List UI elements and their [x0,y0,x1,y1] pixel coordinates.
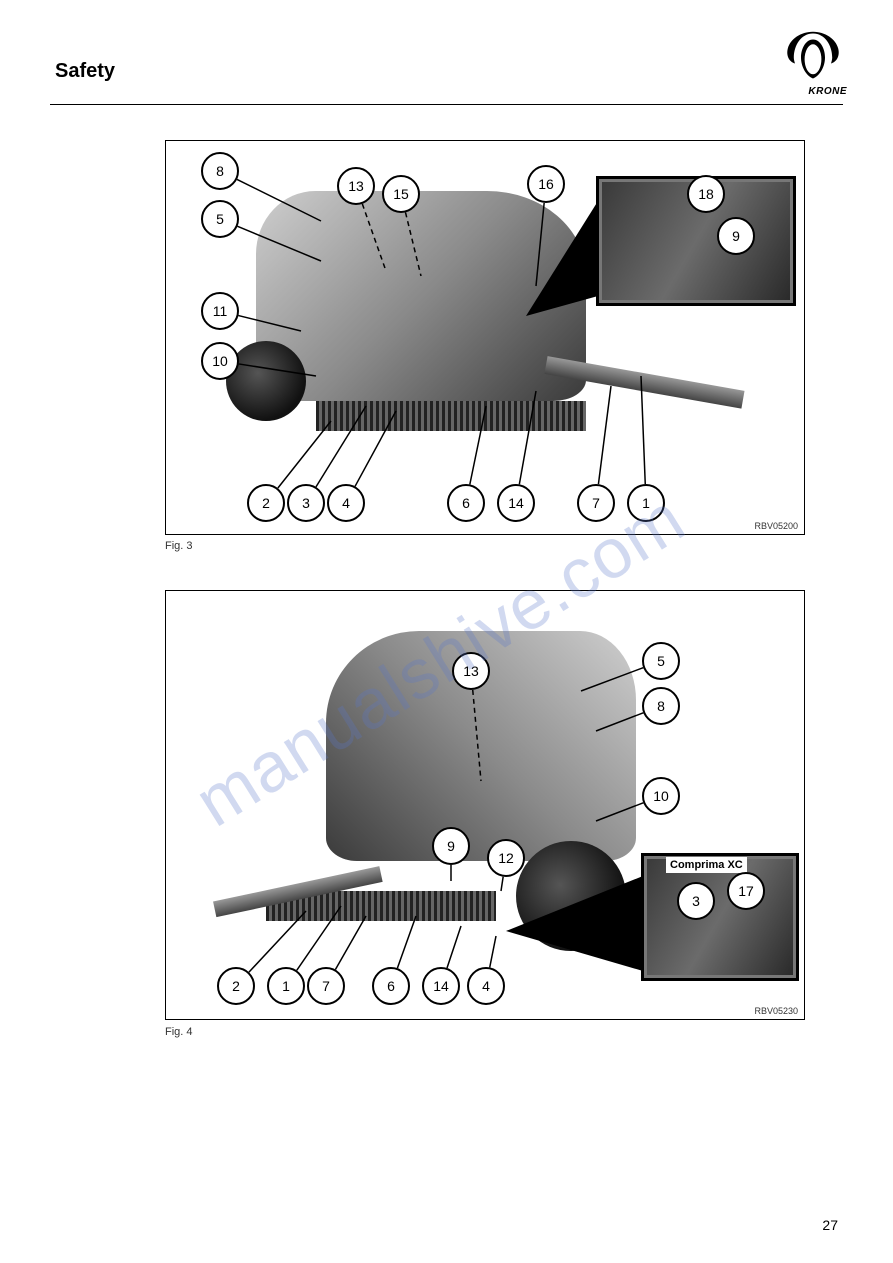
figure-2-caption: Fig. 4 [165,1026,193,1038]
callout-15: 15 [382,175,420,213]
figure-1-image-id: RBV05200 [754,521,798,531]
callout-2: 2 [217,967,255,1005]
callout-13: 13 [452,652,490,690]
wheel [516,841,626,951]
callout-3: 3 [287,484,325,522]
figure-2: Comprima XC 1358109123172176144 RBV05230 [165,590,805,1020]
page-number: 27 [822,1217,838,1233]
callout-5: 5 [642,642,680,680]
callout-4: 4 [467,967,505,1005]
callout-7: 7 [307,967,345,1005]
callout-17: 17 [727,872,765,910]
figure-1: 8 5 11 10 1315 16 18 9 234 6 14 71 RBV05200 [165,140,805,535]
callout-8: 8 [201,152,239,190]
callout-10: 10 [201,342,239,380]
callout-10: 10 [642,777,680,815]
wheel [226,341,306,421]
callout-13: 13 [337,167,375,205]
callout-6: 6 [372,967,410,1005]
figure-2-image-id: RBV05230 [754,1006,798,1016]
callout-18: 18 [687,175,725,213]
callout-14: 14 [422,967,460,1005]
pickup-reel [316,401,586,431]
callout-11: 11 [201,292,239,330]
callout-8: 8 [642,687,680,725]
callout-1: 1 [627,484,665,522]
callout-14: 14 [497,484,535,522]
callout-9: 9 [717,217,755,255]
callout-6: 6 [447,484,485,522]
figure-1-caption: Fig. 3 [165,540,193,552]
figure-2-inset-label: Comprima XC [666,857,747,873]
callout-16: 16 [527,165,565,203]
header-rule [50,104,843,105]
callout-3: 3 [677,882,715,920]
callout-4: 4 [327,484,365,522]
inset-photo [647,859,793,975]
brand-logo [783,30,843,85]
callout-12: 12 [487,839,525,877]
page-header: Safety KRONE [0,0,893,110]
brand-name: KRONE [808,86,847,97]
machine-body [256,191,586,401]
callout-2: 2 [247,484,285,522]
callout-1: 1 [267,967,305,1005]
callout-9: 9 [432,827,470,865]
section-heading: Safety [55,60,115,83]
callout-7: 7 [577,484,615,522]
callout-5: 5 [201,200,239,238]
